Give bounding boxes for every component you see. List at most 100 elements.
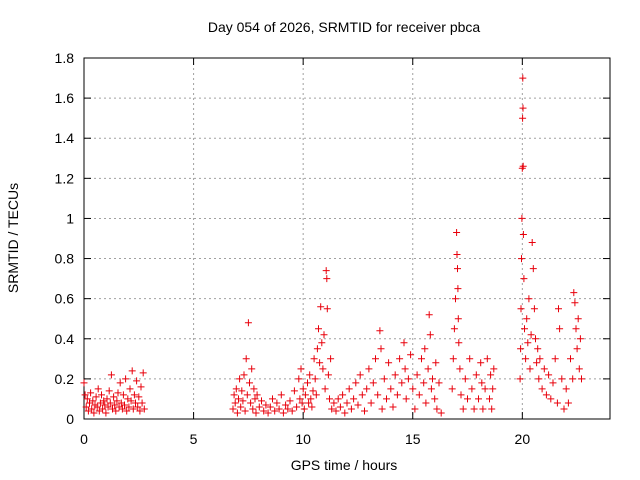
data-point xyxy=(450,325,458,333)
data-point xyxy=(490,365,498,373)
y-tick-label: 1.4 xyxy=(55,130,75,146)
x-axis-title: GPS time / hours xyxy=(291,457,398,473)
data-point xyxy=(262,401,270,409)
data-point xyxy=(519,231,527,238)
data-point xyxy=(290,387,298,395)
data-point xyxy=(400,339,408,347)
data-point xyxy=(279,409,287,417)
data-point xyxy=(475,395,482,403)
data-point xyxy=(454,265,461,273)
data-point xyxy=(347,405,355,413)
data-point xyxy=(454,315,462,323)
data-point xyxy=(306,371,314,379)
data-point xyxy=(327,355,335,363)
data-point xyxy=(339,391,347,399)
data-point xyxy=(472,371,480,379)
data-point xyxy=(481,385,489,393)
data-point xyxy=(93,403,101,411)
data-point xyxy=(452,295,459,303)
data-point xyxy=(393,391,401,399)
data-point xyxy=(575,365,583,373)
data-point xyxy=(328,405,336,413)
data-point xyxy=(258,397,265,405)
data-point xyxy=(459,405,467,413)
data-point xyxy=(426,331,434,339)
data-point xyxy=(369,379,377,387)
data-point xyxy=(299,385,307,393)
data-point xyxy=(231,399,239,407)
data-point xyxy=(356,371,364,379)
data-point xyxy=(284,405,292,413)
data-point xyxy=(94,385,102,393)
data-point xyxy=(454,285,462,293)
data-point xyxy=(536,355,544,363)
data-point xyxy=(530,305,538,313)
data-point xyxy=(307,395,315,403)
data-point xyxy=(309,387,317,395)
data-point xyxy=(92,393,100,401)
data-point xyxy=(527,331,535,339)
data-point xyxy=(332,407,340,415)
data-point xyxy=(89,397,97,405)
y-tick-label: 0.6 xyxy=(55,291,75,307)
data-point xyxy=(365,365,373,373)
data-point xyxy=(478,379,486,387)
data-point xyxy=(244,319,252,327)
data-point xyxy=(461,375,469,383)
data-point xyxy=(105,387,113,395)
data-point xyxy=(540,365,548,373)
data-point xyxy=(377,345,385,353)
data-point xyxy=(230,391,238,399)
data-point xyxy=(128,367,136,375)
data-point xyxy=(372,355,379,363)
data-point xyxy=(247,399,255,407)
data-point xyxy=(524,339,532,347)
data-point xyxy=(534,345,542,353)
data-point xyxy=(315,325,322,333)
data-point xyxy=(320,331,328,339)
data-point xyxy=(525,295,533,303)
data-point xyxy=(286,397,294,405)
data-point xyxy=(271,407,279,415)
data-point xyxy=(380,375,388,383)
data-point xyxy=(341,409,349,417)
x-tick-label: 10 xyxy=(295,431,311,447)
y-tick-label: 0 xyxy=(66,411,74,427)
data-point xyxy=(574,315,582,323)
data-point xyxy=(239,397,247,405)
data-point xyxy=(233,409,241,417)
chart-title: Day 054 of 2026, SRMTID for receiver pbc… xyxy=(208,19,481,35)
data-point xyxy=(81,391,89,399)
data-point xyxy=(324,371,332,379)
data-point xyxy=(572,325,580,333)
data-point xyxy=(522,355,530,363)
data-point xyxy=(232,385,240,393)
data-point xyxy=(411,405,419,413)
data-point xyxy=(517,305,525,313)
data-point xyxy=(241,407,249,415)
data-point xyxy=(138,399,146,407)
data-point xyxy=(389,403,397,411)
data-point xyxy=(413,371,421,379)
data-point xyxy=(80,379,88,387)
data-point xyxy=(464,395,471,403)
data-point xyxy=(252,409,260,417)
data-point xyxy=(555,305,562,313)
y-axis-title: SRMTID / TECUs xyxy=(5,183,21,293)
data-point xyxy=(553,399,561,407)
x-tick-label: 15 xyxy=(405,431,421,447)
data-point xyxy=(437,409,445,417)
y-tick-label: 0.4 xyxy=(55,331,75,347)
data-point xyxy=(424,365,432,373)
data-point xyxy=(249,405,257,413)
data-point xyxy=(316,359,324,367)
data-point xyxy=(288,407,296,415)
data-point xyxy=(310,355,318,363)
x-tick-label: 20 xyxy=(515,431,531,447)
y-tick-label: 0.8 xyxy=(55,251,75,267)
data-point xyxy=(571,299,579,307)
y-tick-label: 1.6 xyxy=(55,90,75,106)
data-point xyxy=(487,371,495,379)
data-point xyxy=(432,359,440,367)
